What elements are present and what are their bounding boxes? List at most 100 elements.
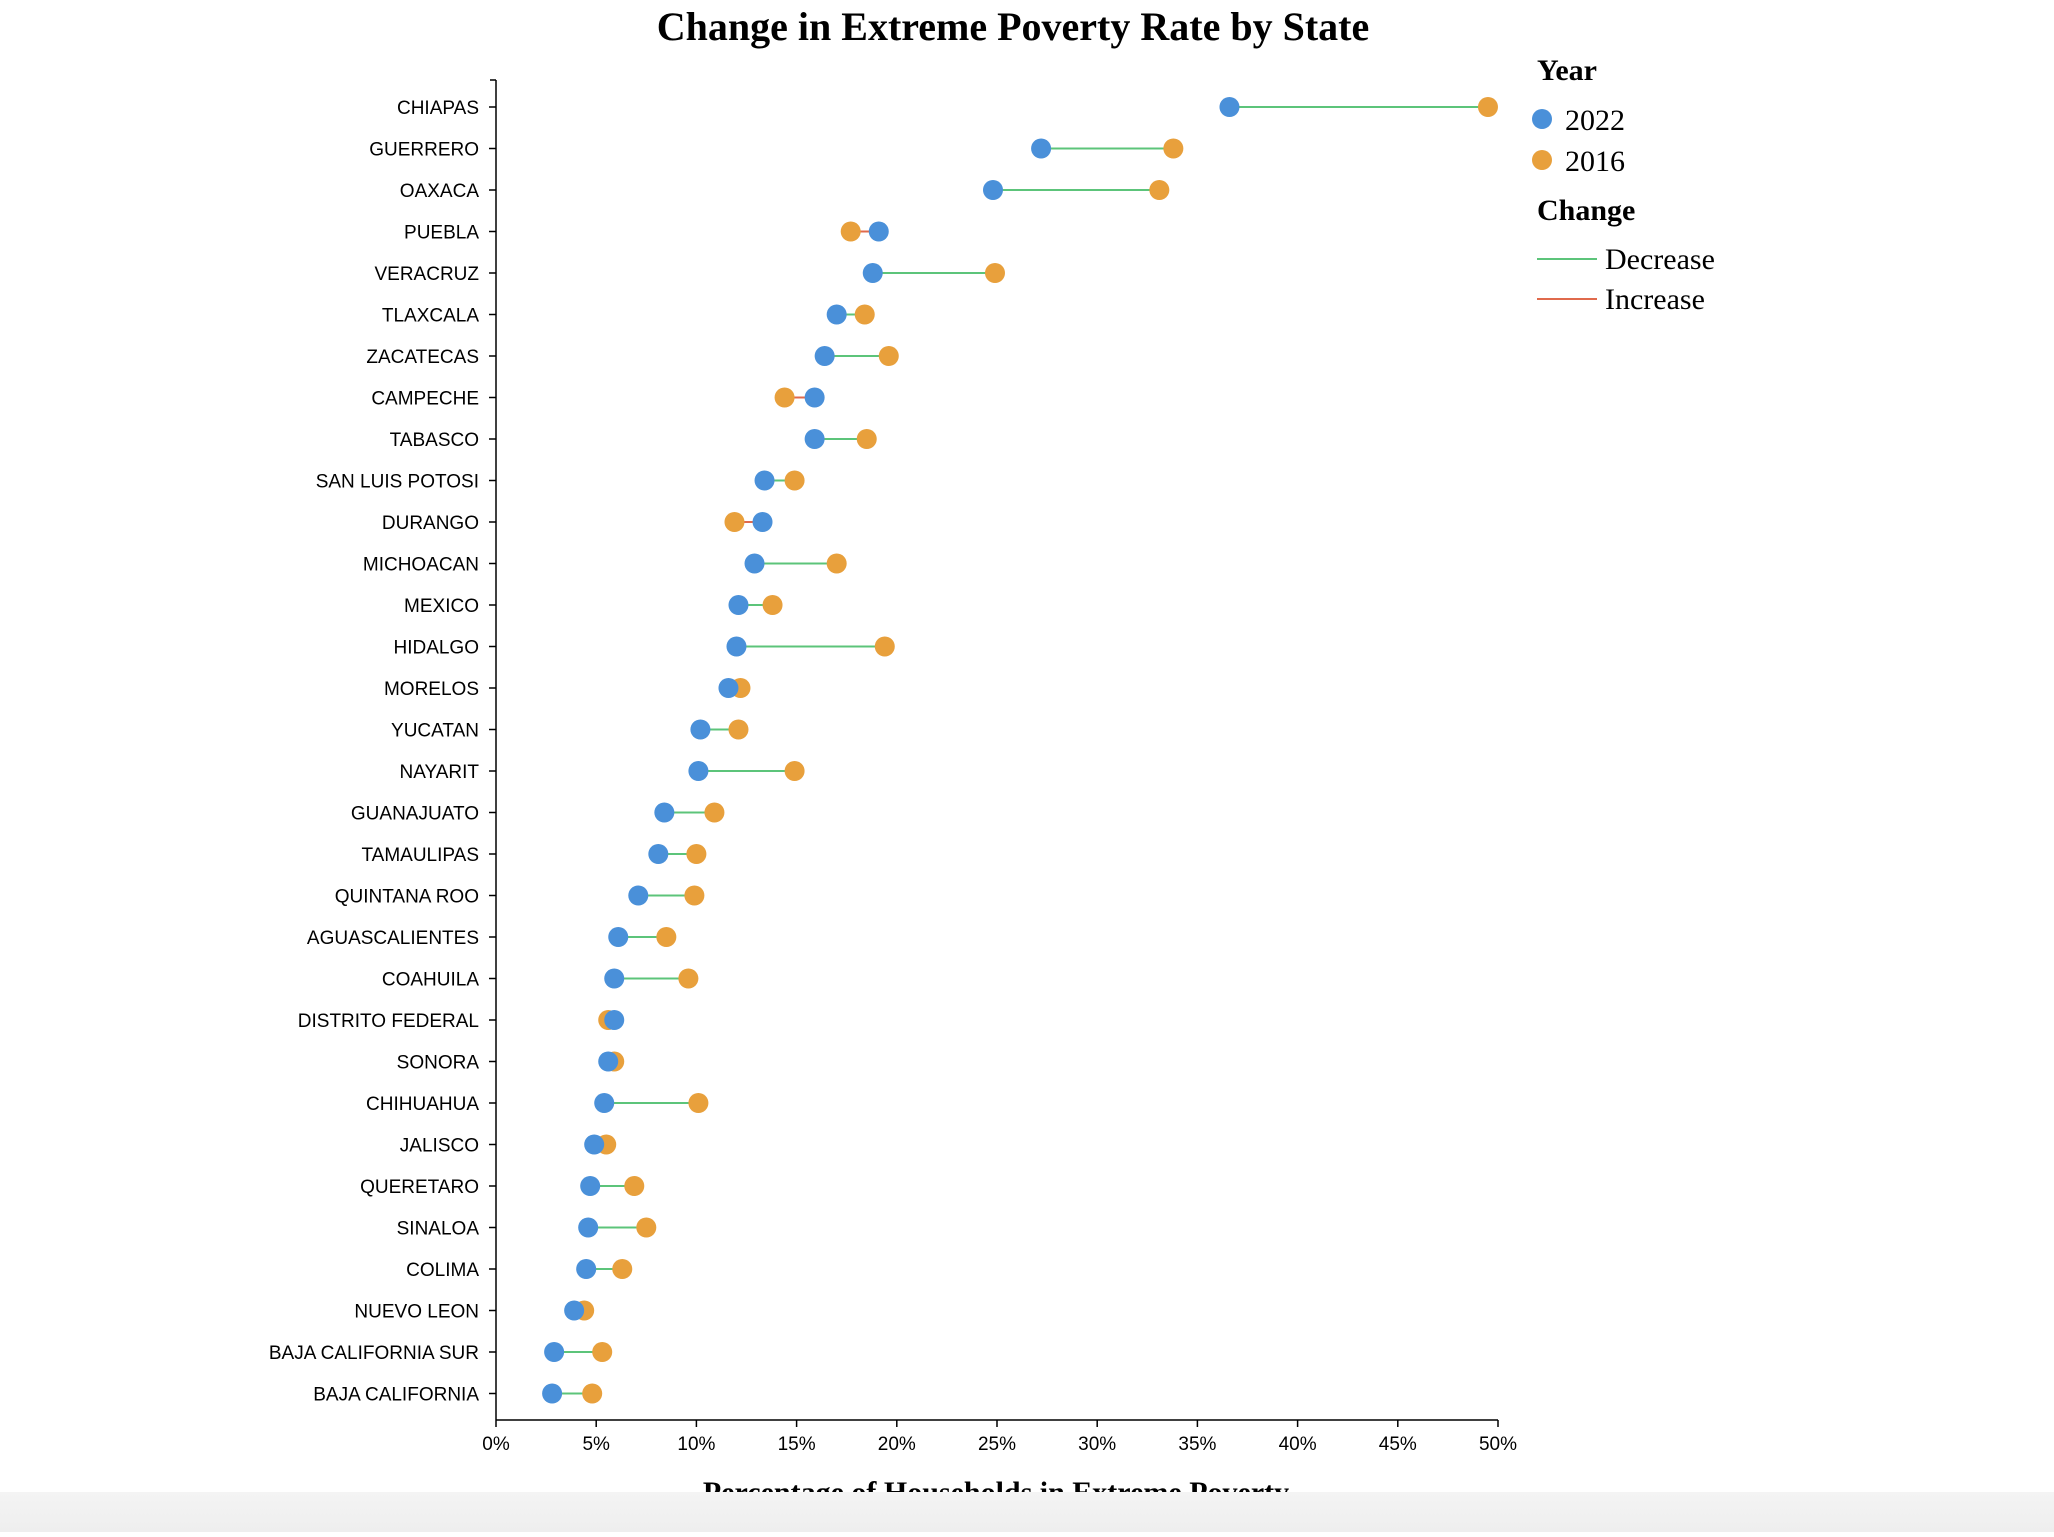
state-label: SONORA: [397, 1053, 480, 1074]
dot-2022[interactable]: [804, 429, 825, 449]
dot-2016[interactable]: [612, 1259, 633, 1279]
dot-2022[interactable]: [578, 1217, 599, 1238]
dot-2016[interactable]: [592, 1342, 613, 1362]
dot-2016[interactable]: [704, 802, 725, 823]
legend-change-label: Decrease: [1605, 243, 1715, 276]
dot-2022[interactable]: [580, 1176, 601, 1196]
dot-2022[interactable]: [564, 1300, 585, 1321]
state-label: MORELOS: [384, 679, 479, 700]
state-label: BAJA CALIFORNIA SUR: [269, 1343, 479, 1364]
dot-2016[interactable]: [984, 263, 1005, 283]
dot-2016[interactable]: [826, 553, 847, 574]
state-label: COLIMA: [406, 1260, 479, 1281]
dot-2022[interactable]: [628, 885, 649, 906]
dot-2016[interactable]: [688, 1093, 709, 1113]
dot-2016[interactable]: [874, 636, 895, 657]
legend: Year 2022 2016 Change Decrease Increase: [1532, 54, 1715, 316]
dot-2016[interactable]: [784, 761, 805, 781]
dot-2016[interactable]: [856, 429, 877, 449]
state-label: COAHUILA: [382, 970, 479, 991]
state-label: TABASCO: [390, 430, 479, 451]
dot-2016[interactable]: [684, 885, 705, 906]
dot-2022[interactable]: [604, 1010, 625, 1030]
dot-2022[interactable]: [584, 1134, 605, 1155]
x-tick-label: 15%: [778, 1434, 816, 1455]
state-label: DISTRITO FEDERAL: [298, 1011, 479, 1032]
legend-year-title: Year: [1537, 54, 1597, 87]
dot-2016[interactable]: [878, 346, 899, 366]
state-label: JALISCO: [400, 1136, 479, 1157]
dot-2022[interactable]: [744, 553, 765, 574]
dot-2022[interactable]: [542, 1383, 563, 1404]
state-label: TLAXCALA: [382, 306, 479, 327]
dot-2022[interactable]: [982, 180, 1003, 200]
dot-2016[interactable]: [728, 719, 749, 740]
dot-2022[interactable]: [604, 968, 625, 989]
state-label: NUEVO LEON: [354, 1302, 479, 1323]
state-label: YUCATAN: [391, 721, 479, 742]
x-tick-label: 5%: [582, 1434, 610, 1455]
dot-2022[interactable]: [648, 844, 669, 864]
dot-2022[interactable]: [1219, 97, 1240, 117]
window-bottom-edge: [0, 1492, 2054, 1532]
state-label: TAMAULIPAS: [361, 845, 479, 866]
x-tick-label: 50%: [1479, 1434, 1517, 1455]
dot-2016[interactable]: [624, 1176, 645, 1196]
state-label: MEXICO: [404, 596, 479, 617]
state-label: ZACATECAS: [366, 347, 479, 368]
dot-2016[interactable]: [840, 221, 861, 242]
state-label: QUINTANA ROO: [335, 887, 479, 908]
dot-2016[interactable]: [1149, 180, 1170, 200]
dot-2022[interactable]: [608, 927, 629, 947]
dot-2016[interactable]: [582, 1383, 603, 1404]
dot-2022[interactable]: [688, 761, 709, 781]
dot-2022[interactable]: [576, 1259, 597, 1279]
dot-2022[interactable]: [826, 304, 847, 325]
dot-2016[interactable]: [762, 595, 783, 615]
dot-2016[interactable]: [686, 844, 707, 864]
dot-2016[interactable]: [774, 387, 795, 408]
state-label: PUEBLA: [404, 223, 479, 244]
dot-2022[interactable]: [804, 387, 825, 408]
dot-2022[interactable]: [594, 1093, 615, 1113]
dot-2022[interactable]: [690, 719, 711, 740]
dot-2022[interactable]: [814, 346, 835, 366]
dot-2016[interactable]: [784, 470, 805, 491]
dot-2022[interactable]: [754, 470, 775, 491]
dot-2016[interactable]: [1477, 97, 1498, 117]
dot-2016[interactable]: [636, 1217, 657, 1238]
dot-2016[interactable]: [656, 927, 677, 947]
dot-2022[interactable]: [728, 595, 749, 615]
state-label: DURANGO: [382, 513, 479, 534]
state-label: BAJA CALIFORNIA: [313, 1385, 479, 1406]
x-tick-label: 40%: [1279, 1434, 1317, 1455]
dot-2022[interactable]: [862, 263, 883, 283]
dot-2016[interactable]: [724, 512, 745, 532]
state-label: GUANAJUATO: [351, 804, 479, 825]
dot-2016[interactable]: [1163, 138, 1184, 159]
dot-2022[interactable]: [726, 636, 747, 657]
dot-2022[interactable]: [868, 221, 889, 242]
state-label: CHIAPAS: [397, 98, 479, 119]
x-tick-label: 10%: [677, 1434, 715, 1455]
dot-2022[interactable]: [654, 802, 675, 823]
x-tick-label: 20%: [878, 1434, 916, 1455]
state-label: OAXACA: [400, 181, 480, 202]
state-label: QUERETARO: [360, 1177, 479, 1198]
dot-2016[interactable]: [678, 968, 699, 989]
chart-title: Change in Extreme Poverty Rate by State: [657, 4, 1369, 49]
state-label: MICHOACAN: [363, 555, 479, 576]
dot-2016[interactable]: [854, 304, 875, 325]
dot-2022[interactable]: [598, 1051, 619, 1072]
state-label: SINALOA: [397, 1219, 480, 1240]
state-label: AGUASCALIENTES: [307, 928, 479, 949]
dot-2022[interactable]: [1031, 138, 1052, 159]
x-tick-label: 45%: [1379, 1434, 1417, 1455]
dot-2022[interactable]: [752, 512, 773, 532]
dot-2022[interactable]: [718, 678, 739, 698]
state-label: CHIHUAHUA: [366, 1094, 479, 1115]
dot-2022[interactable]: [544, 1342, 565, 1362]
state-label: VERACRUZ: [374, 264, 479, 285]
